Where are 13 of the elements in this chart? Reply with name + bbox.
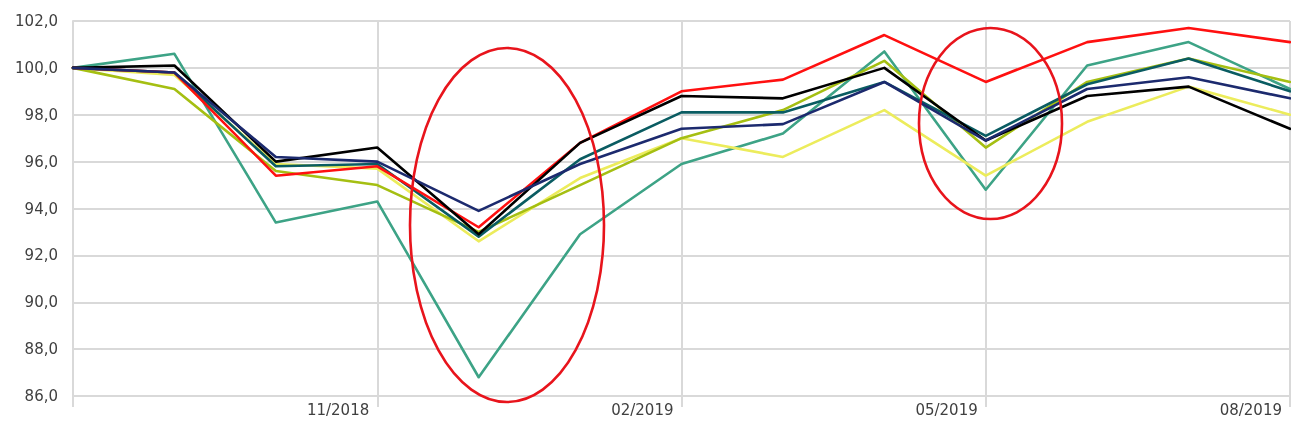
y-tick-label: 96,0 — [24, 152, 58, 171]
y-tick-label: 102,0 — [15, 12, 58, 30]
x-tick-label: 08/2019 — [1219, 400, 1282, 419]
y-tick-label: 98,0 — [24, 105, 58, 124]
x-tick-label: 02/2019 — [611, 400, 674, 419]
x-tick-label: 05/2019 — [915, 400, 978, 419]
y-tick-label: 90,0 — [24, 293, 58, 312]
x-tick-label: 11/2018 — [306, 400, 370, 419]
y-tick-label: 92,0 — [24, 246, 58, 265]
y-tick-label: 88,0 — [24, 340, 58, 359]
y-tick-label: 94,0 — [24, 199, 58, 218]
y-tick-label: 86,0 — [24, 387, 58, 405]
y-tick-label: 100,0 — [15, 58, 58, 77]
